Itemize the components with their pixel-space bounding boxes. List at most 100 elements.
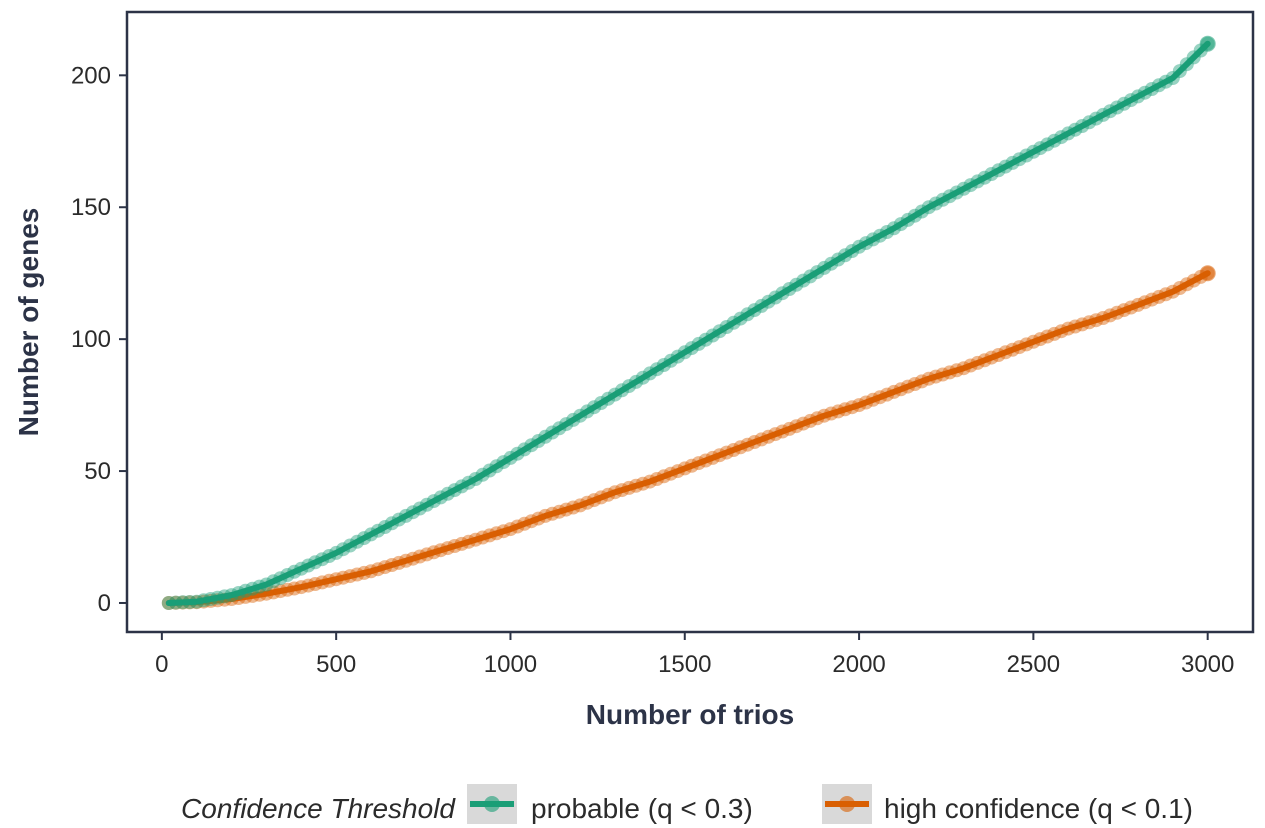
data-point xyxy=(942,189,957,204)
data-point xyxy=(357,565,372,580)
data-point xyxy=(252,579,267,594)
data-point xyxy=(566,412,581,427)
data-point xyxy=(294,580,309,595)
data-point xyxy=(503,522,518,537)
data-point xyxy=(545,425,560,440)
data-point xyxy=(747,435,762,449)
data-point xyxy=(1096,311,1111,325)
data-point xyxy=(350,534,365,549)
x-tick-label: 2500 xyxy=(1007,651,1060,678)
data-point xyxy=(642,474,657,489)
x-tick-label: 500 xyxy=(316,651,356,678)
data-point xyxy=(956,361,971,376)
data-point xyxy=(594,396,609,410)
data-point xyxy=(656,469,671,484)
data-point xyxy=(907,377,922,391)
data-point xyxy=(852,398,867,413)
data-point xyxy=(468,472,483,486)
data-point xyxy=(1103,308,1118,323)
data-point xyxy=(559,502,574,517)
data-point xyxy=(719,445,734,460)
data-point xyxy=(552,421,567,436)
data-point xyxy=(412,501,427,516)
data-point xyxy=(517,442,532,457)
data-point xyxy=(1110,305,1124,320)
data-point xyxy=(371,562,385,577)
data-point xyxy=(1144,82,1159,96)
data-point xyxy=(1061,126,1076,141)
y-axis-title: Number of genes xyxy=(13,208,44,437)
data-point xyxy=(189,594,204,609)
data-point xyxy=(454,536,469,551)
data-point xyxy=(893,382,908,397)
data-point xyxy=(886,221,901,236)
series-layer xyxy=(161,35,1216,610)
data-point xyxy=(315,552,330,567)
data-point xyxy=(524,514,539,529)
data-point xyxy=(1158,287,1173,302)
data-point xyxy=(698,332,713,347)
data-point xyxy=(977,170,992,185)
data-point xyxy=(566,500,581,515)
data-point xyxy=(1117,96,1131,111)
data-point xyxy=(622,379,636,394)
data-point xyxy=(817,408,832,423)
data-point xyxy=(907,208,922,223)
data-point xyxy=(1165,284,1180,299)
data-point xyxy=(712,448,727,463)
data-point xyxy=(287,581,302,596)
data-point xyxy=(629,478,643,493)
data-point xyxy=(489,459,504,474)
data-point xyxy=(635,370,650,385)
data-point xyxy=(1186,273,1201,288)
data-point xyxy=(280,568,295,582)
data-point xyxy=(405,551,420,566)
data-point xyxy=(991,163,1006,178)
data-point xyxy=(203,592,218,606)
data-point xyxy=(768,427,783,442)
data-point xyxy=(740,307,755,322)
data-point xyxy=(859,236,873,251)
data-point xyxy=(698,453,713,468)
data-point xyxy=(1075,317,1090,332)
data-point xyxy=(803,413,818,428)
series-line-high-confidence xyxy=(165,270,1211,606)
data-point xyxy=(935,192,950,207)
data-point xyxy=(391,555,406,570)
data-point xyxy=(914,374,929,389)
data-point xyxy=(1054,324,1069,339)
data-point xyxy=(1012,152,1027,167)
data-point xyxy=(336,570,351,585)
data-point xyxy=(273,571,288,586)
data-point xyxy=(866,392,880,407)
data-point xyxy=(810,411,825,426)
data-point xyxy=(391,512,406,527)
data-point xyxy=(531,434,546,448)
data-point xyxy=(1137,85,1152,100)
legend-label-probable: probable (q < 0.3) xyxy=(531,793,753,824)
data-point xyxy=(489,526,504,541)
data-point xyxy=(970,174,985,189)
legend-point-high-confidence xyxy=(839,796,855,812)
data-point xyxy=(419,547,434,562)
data-point xyxy=(1179,277,1194,292)
data-point xyxy=(1026,144,1041,159)
data-point xyxy=(405,505,420,520)
data-point xyxy=(440,541,455,556)
data-point xyxy=(635,476,650,491)
data-point xyxy=(517,516,532,531)
data-point xyxy=(343,538,358,553)
data-point xyxy=(398,508,413,523)
data-point xyxy=(538,508,553,523)
data-point xyxy=(824,256,839,271)
data-point xyxy=(1165,71,1180,85)
data-point xyxy=(1186,50,1201,65)
data-point xyxy=(859,395,873,410)
data-point xyxy=(580,404,595,419)
data-point xyxy=(642,366,657,381)
data-point xyxy=(587,493,602,508)
data-point xyxy=(1199,265,1216,282)
y-axis: 0 50 100 150 200 xyxy=(71,62,127,617)
data-point xyxy=(398,553,413,568)
